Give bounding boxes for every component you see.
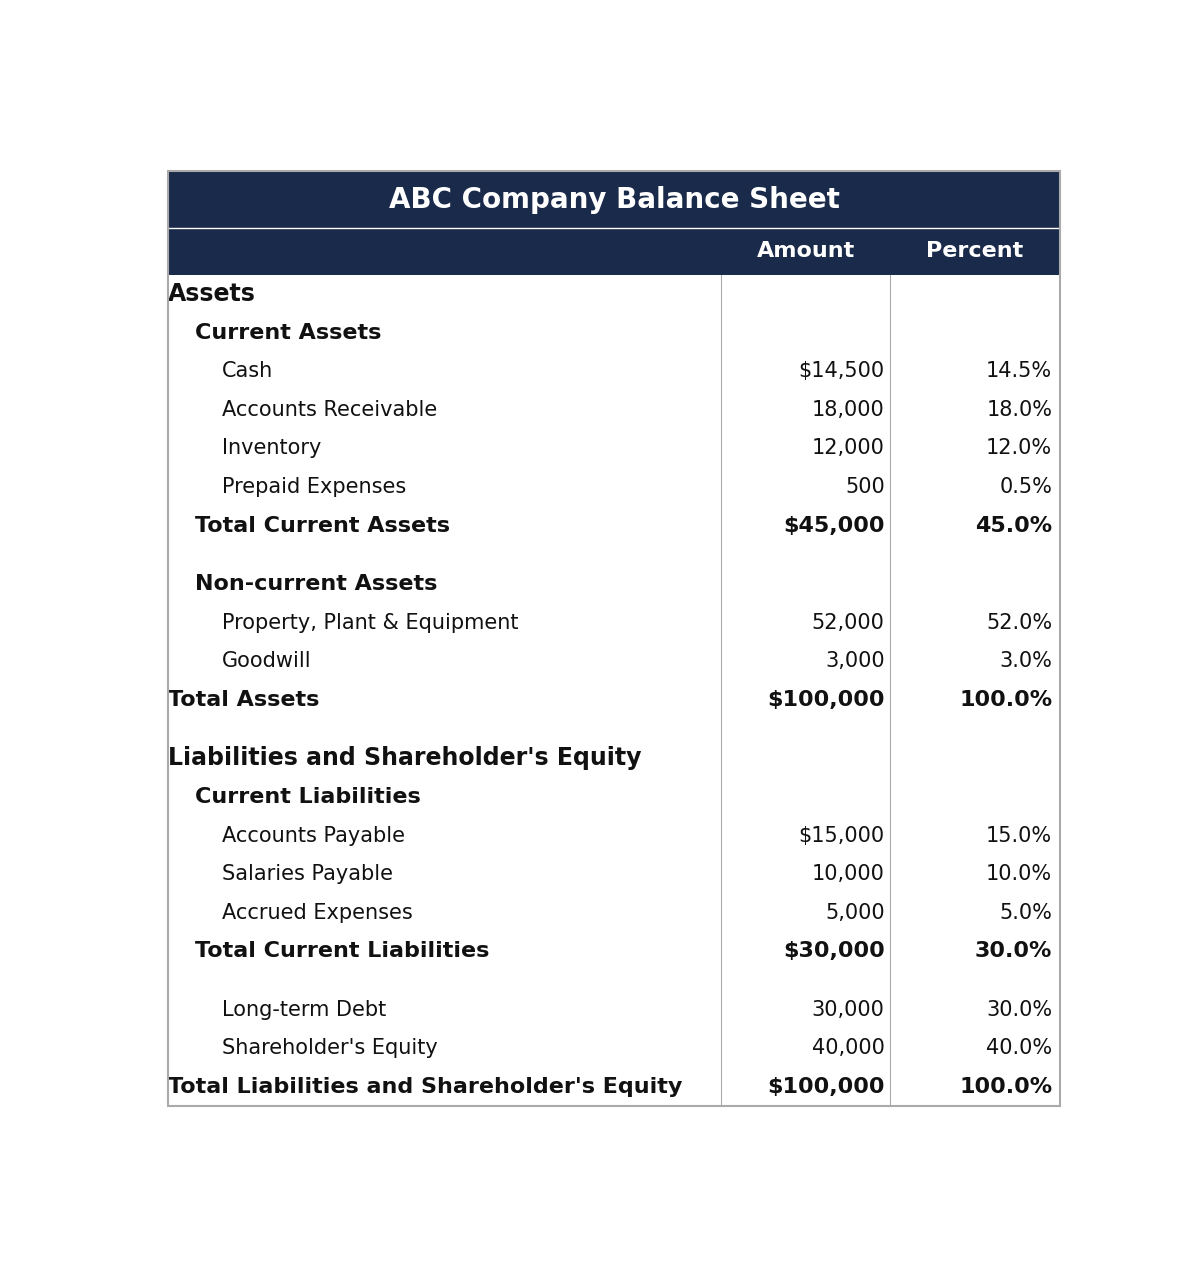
Text: Prepaid Expenses: Prepaid Expenses xyxy=(222,477,406,497)
Text: Inventory: Inventory xyxy=(222,439,321,458)
Bar xyxy=(168,228,1060,275)
Text: $14,500: $14,500 xyxy=(799,361,884,381)
Text: Long-term Debt: Long-term Debt xyxy=(222,999,386,1020)
Text: 3.0%: 3.0% xyxy=(999,651,1052,672)
Text: Goodwill: Goodwill xyxy=(222,651,311,672)
Text: ABC Company Balance Sheet: ABC Company Balance Sheet xyxy=(388,186,840,214)
Text: 18.0%: 18.0% xyxy=(986,400,1052,420)
Text: Accounts Payable: Accounts Payable xyxy=(222,826,405,845)
Text: Accrued Expenses: Accrued Expenses xyxy=(222,903,412,923)
Text: Percent: Percent xyxy=(926,242,1023,261)
Text: $100,000: $100,000 xyxy=(767,689,884,710)
Text: 40,000: 40,000 xyxy=(812,1039,884,1059)
Text: 100.0%: 100.0% xyxy=(960,689,1052,710)
Text: 30,000: 30,000 xyxy=(812,999,884,1020)
Text: 15.0%: 15.0% xyxy=(986,826,1052,845)
Text: Total Assets: Total Assets xyxy=(168,689,320,710)
Text: Cash: Cash xyxy=(222,361,273,381)
Text: Amount: Amount xyxy=(756,242,854,261)
Text: 100.0%: 100.0% xyxy=(960,1077,1052,1097)
Text: Shareholder's Equity: Shareholder's Equity xyxy=(222,1039,437,1059)
Text: 30.0%: 30.0% xyxy=(986,999,1052,1020)
Text: 52.0%: 52.0% xyxy=(986,612,1052,632)
Text: 5.0%: 5.0% xyxy=(999,903,1052,923)
Bar xyxy=(168,171,1060,228)
Text: Salaries Payable: Salaries Payable xyxy=(222,864,393,884)
Text: Non-current Assets: Non-current Assets xyxy=(195,574,437,595)
Text: 3,000: 3,000 xyxy=(825,651,884,672)
Text: 40.0%: 40.0% xyxy=(986,1039,1052,1059)
Text: $15,000: $15,000 xyxy=(799,826,884,845)
Text: 18,000: 18,000 xyxy=(812,400,884,420)
Text: Current Assets: Current Assets xyxy=(195,323,381,343)
Text: 30.0%: 30.0% xyxy=(975,941,1052,961)
Text: 14.5%: 14.5% xyxy=(986,361,1052,381)
Text: Property, Plant & Equipment: Property, Plant & Equipment xyxy=(222,612,519,632)
Text: 10.0%: 10.0% xyxy=(986,864,1052,884)
Text: 10,000: 10,000 xyxy=(812,864,884,884)
Text: Total Current Assets: Total Current Assets xyxy=(195,516,450,536)
Text: 45.0%: 45.0% xyxy=(975,516,1052,536)
Text: Total Current Liabilities: Total Current Liabilities xyxy=(195,941,490,961)
Text: Accounts Receivable: Accounts Receivable xyxy=(222,400,437,420)
Text: 5,000: 5,000 xyxy=(825,903,884,923)
Text: Total Liabilities and Shareholder's Equity: Total Liabilities and Shareholder's Equi… xyxy=(168,1077,683,1097)
Text: 500: 500 xyxy=(845,477,884,497)
Text: Liabilities and Shareholder's Equity: Liabilities and Shareholder's Equity xyxy=(168,746,642,770)
Text: 52,000: 52,000 xyxy=(812,612,884,632)
Text: 12,000: 12,000 xyxy=(812,439,884,458)
Text: Current Liabilities: Current Liabilities xyxy=(195,787,420,807)
Text: $30,000: $30,000 xyxy=(783,941,884,961)
Text: 12.0%: 12.0% xyxy=(986,439,1052,458)
Text: 0.5%: 0.5% xyxy=(999,477,1052,497)
Text: $100,000: $100,000 xyxy=(767,1077,884,1097)
Text: Assets: Assets xyxy=(168,282,256,306)
Text: $45,000: $45,000 xyxy=(783,516,884,536)
